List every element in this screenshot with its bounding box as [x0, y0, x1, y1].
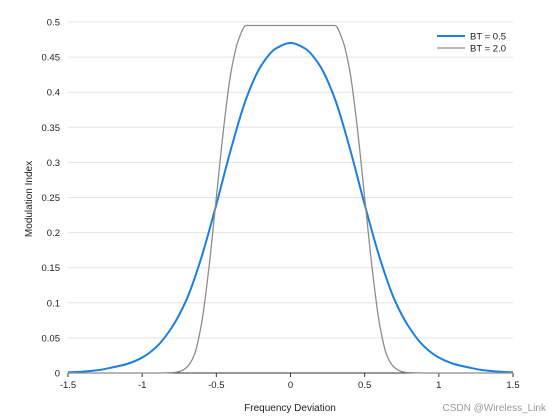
x-tick-label: 0: [288, 380, 293, 391]
x-tick-label: 0.5: [358, 380, 371, 391]
y-tick-label: 0.25: [42, 193, 61, 204]
x-tick-label: 1.5: [506, 380, 519, 391]
series-lines: [67, 24, 514, 374]
y-tick-label: 0.1: [47, 298, 60, 309]
y-tick-labels: 0 0.05 0.1 0.15 0.2 0.25 0.3 0.35 0.4 0.45 0.5: [42, 18, 61, 380]
y-tick-label: 0.45: [42, 53, 61, 64]
watermark-text: CSDN @Wireless_Link: [442, 403, 547, 414]
y-tick-label: 0: [55, 369, 60, 380]
y-tick-label: 0.05: [42, 333, 61, 344]
y-tick-label: 0.5: [47, 18, 60, 29]
y-tick-label: 0.15: [42, 263, 61, 274]
legend-label-0: BT = 0.5: [470, 32, 506, 43]
y-tick-label: 0.35: [42, 123, 61, 134]
grid-lines: [68, 21, 513, 339]
x-tick-label: -0.5: [208, 380, 224, 391]
y-tick-label: 0.3: [47, 158, 60, 169]
legend-label-1: BT = 2.0: [470, 44, 506, 55]
legend: BT = 0.5BT = 2.0: [437, 32, 506, 55]
y-tick-label: 0.2: [47, 228, 60, 239]
series-line-1: [68, 24, 513, 374]
x-axis-label: Frequency Deviation: [244, 403, 336, 414]
x-tick-label: -1: [138, 380, 146, 391]
x-tick-labels: -1.5 -1 -0.5 0 0.5 1 1.5: [60, 380, 520, 391]
y-axis-label: Modulation Index: [24, 161, 35, 237]
x-tick-label: -1.5: [60, 380, 76, 391]
series-line-0: [67, 42, 514, 374]
y-tick-label: 0.4: [47, 88, 60, 99]
x-tick-label: 1: [436, 380, 441, 391]
